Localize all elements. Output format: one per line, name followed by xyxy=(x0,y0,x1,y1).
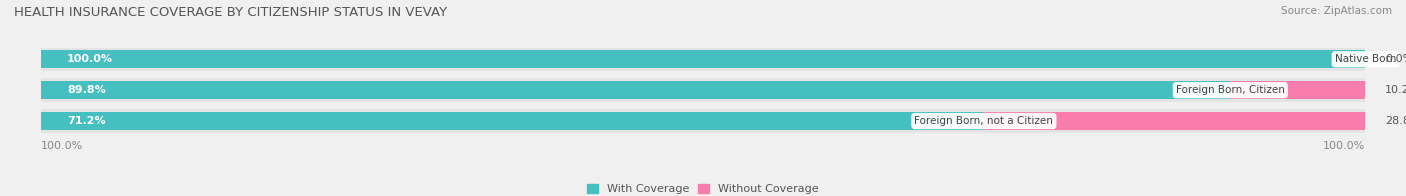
Bar xyxy=(41,109,1365,133)
Text: Native Born: Native Born xyxy=(1334,54,1396,64)
Bar xyxy=(41,112,984,130)
Bar xyxy=(984,112,1365,130)
Text: 100.0%: 100.0% xyxy=(1323,141,1365,151)
Bar xyxy=(41,48,1365,71)
Text: HEALTH INSURANCE COVERAGE BY CITIZENSHIP STATUS IN VEVAY: HEALTH INSURANCE COVERAGE BY CITIZENSHIP… xyxy=(14,6,447,19)
Text: Foreign Born, not a Citizen: Foreign Born, not a Citizen xyxy=(914,116,1053,126)
Text: 0.0%: 0.0% xyxy=(1385,54,1406,64)
Legend: With Coverage, Without Coverage: With Coverage, Without Coverage xyxy=(582,180,824,196)
Text: 10.2%: 10.2% xyxy=(1385,85,1406,95)
Text: 28.8%: 28.8% xyxy=(1385,116,1406,126)
Text: Source: ZipAtlas.com: Source: ZipAtlas.com xyxy=(1281,6,1392,16)
Text: Foreign Born, Citizen: Foreign Born, Citizen xyxy=(1175,85,1285,95)
Text: 71.2%: 71.2% xyxy=(67,116,105,126)
Text: 100.0%: 100.0% xyxy=(41,141,83,151)
Text: 100.0%: 100.0% xyxy=(67,54,112,64)
Bar xyxy=(41,81,1230,99)
Bar xyxy=(41,78,1365,102)
Bar xyxy=(41,50,1365,68)
Text: 89.8%: 89.8% xyxy=(67,85,105,95)
Bar xyxy=(1230,81,1365,99)
